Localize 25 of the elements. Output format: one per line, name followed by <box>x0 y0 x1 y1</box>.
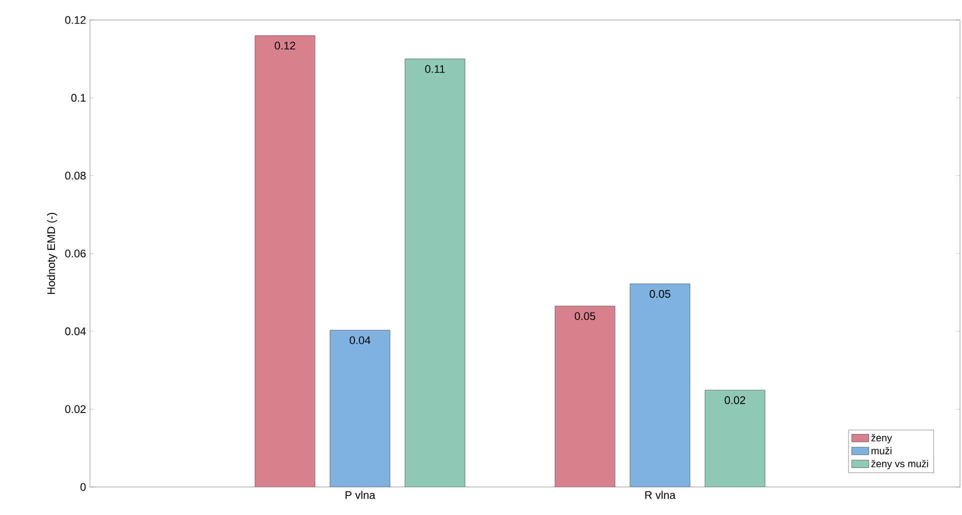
y-tick-label: 0.02 <box>65 405 86 414</box>
x-tick-label: P vlna <box>346 490 376 499</box>
bar <box>554 306 616 487</box>
y-tick-label: 0 <box>80 483 86 491</box>
data-label: 0.02 <box>724 396 746 404</box>
y-tick-label: 0.08 <box>65 172 86 180</box>
bar <box>704 390 766 487</box>
y-tick-label: 0.04 <box>65 327 86 336</box>
y-tick-label: 0.06 <box>65 250 86 258</box>
data-label: 0.04 <box>350 336 370 344</box>
bar <box>630 284 690 487</box>
y-tick-label: 0.1 <box>71 94 86 102</box>
y-axis-title: Hodnoty EMD (-) <box>46 212 58 294</box>
bar <box>254 35 316 487</box>
data-label: 0.05 <box>650 290 670 298</box>
data-label: 0.05 <box>574 312 596 320</box>
legend-label: muži <box>872 446 892 454</box>
x-tick-label: R vlna <box>645 490 676 499</box>
legend-label: ženy <box>871 434 892 444</box>
data-label: 0.12 <box>274 42 296 50</box>
bar <box>404 58 466 487</box>
data-label: 0.11 <box>425 65 445 73</box>
y-tick-label: 0.12 <box>65 16 86 24</box>
legend-label: ženy vs muži <box>871 460 928 470</box>
bar <box>330 330 390 487</box>
